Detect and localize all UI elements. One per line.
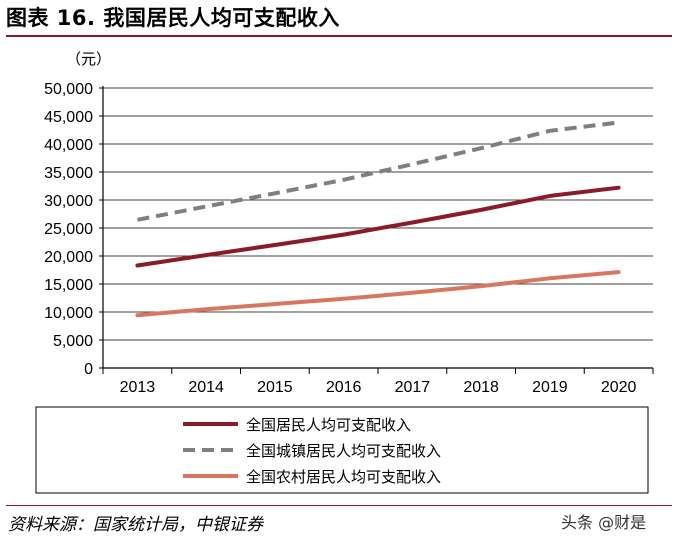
y-tick-label: 0 xyxy=(84,361,93,378)
x-tick-label: 2018 xyxy=(463,379,499,396)
title-divider xyxy=(6,35,672,37)
x-tick-label: 2016 xyxy=(326,379,362,396)
y-tick-label: 50,000 xyxy=(44,81,93,98)
y-tick-label: 5,000 xyxy=(53,333,93,350)
legend-label: 全国居民人均可支配收入 xyxy=(246,416,411,434)
x-tick-label: 2014 xyxy=(188,379,224,396)
series-lines xyxy=(135,120,621,318)
footer-divider xyxy=(6,505,672,506)
y-tick-label: 45,000 xyxy=(44,109,93,126)
y-axis-ticks: 0 5,000 10,000 15,000 20,000 25,000 30,000 35,0… xyxy=(44,81,103,378)
line-chart: （元） 0 5,000 10,000 15,000 20,000 25,000 30,000… xyxy=(35,51,654,494)
series-line xyxy=(135,270,621,318)
y-tick-label: 30,000 xyxy=(44,193,93,210)
source-note: 资料来源：国家统计局，中银证券 xyxy=(8,515,263,535)
x-tick-label: 2020 xyxy=(601,379,637,396)
series-line xyxy=(135,185,621,268)
y-axis-unit-label: （元） xyxy=(66,51,111,68)
y-tick-label: 20,000 xyxy=(44,249,93,266)
legend-box xyxy=(35,406,649,494)
x-tick-label: 2017 xyxy=(395,379,431,396)
x-axis: 2013 2014 2015 2016 2017 2018 2019 2020 xyxy=(102,86,654,396)
legend-label: 全国农村居民人均可支配收入 xyxy=(246,468,441,486)
x-tick-label: 2019 xyxy=(532,379,568,396)
watermark: 头条 @财是 xyxy=(561,513,647,532)
legend-label: 全国城镇居民人均可支配收入 xyxy=(246,442,441,460)
x-tick-label: 2015 xyxy=(257,379,293,396)
gridlines xyxy=(103,87,653,341)
x-tick-label: 2013 xyxy=(120,379,156,396)
series-line xyxy=(137,120,619,222)
y-tick-label: 35,000 xyxy=(44,165,93,182)
y-tick-label: 25,000 xyxy=(44,221,93,238)
y-tick-label: 40,000 xyxy=(44,137,93,154)
y-tick-label: 10,000 xyxy=(44,305,93,322)
y-tick-label: 15,000 xyxy=(44,277,93,294)
figure-title: 图表 16. 我国居民人均可支配收入 xyxy=(6,6,340,30)
